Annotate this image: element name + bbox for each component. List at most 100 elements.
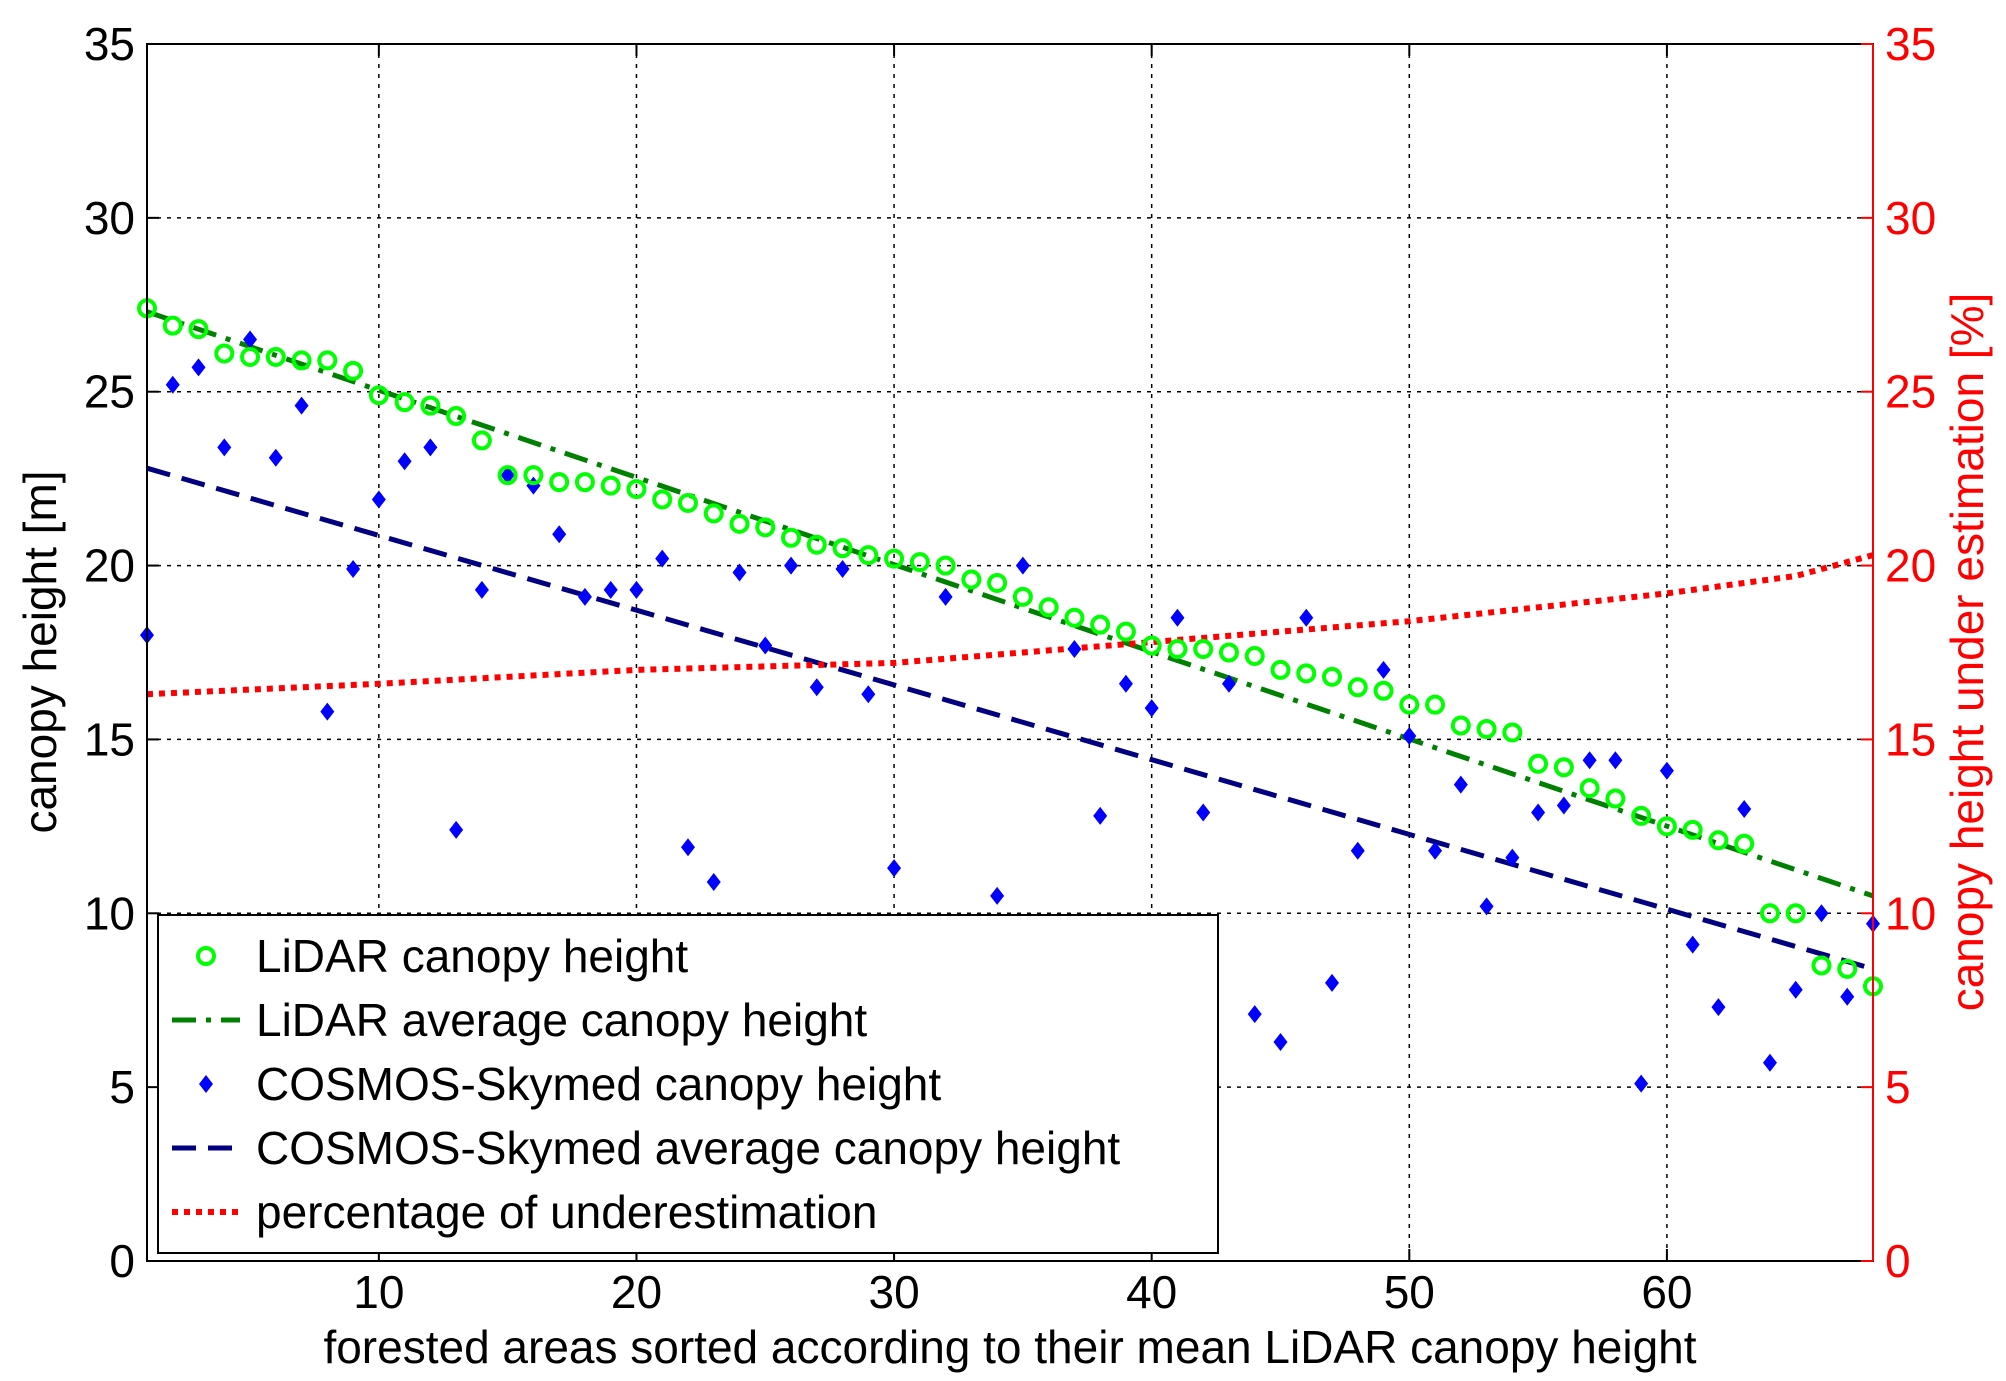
lidar-point: [755, 517, 776, 538]
cosmos-point: [1762, 1053, 1777, 1072]
cosmos-point: [1453, 775, 1468, 794]
lidar-point: [1502, 722, 1523, 743]
lidar-point: [600, 475, 621, 496]
lidar-point: [1579, 778, 1600, 799]
y2-tick-label: 5: [1885, 1061, 1911, 1113]
cosmos-point: [1505, 848, 1520, 867]
y-tick-label: 0: [109, 1235, 135, 1287]
cosmos-point: [371, 490, 386, 509]
lidar-point: [214, 343, 235, 364]
legend-box: [157, 914, 1219, 1254]
cosmos-point: [346, 560, 361, 579]
cosmos-point: [938, 587, 953, 606]
cosmos-point: [577, 587, 592, 606]
cosmos-point: [1685, 935, 1700, 954]
cosmos-point: [1144, 699, 1159, 718]
lidar-point: [729, 513, 750, 534]
y-tick-label: 20: [84, 540, 135, 592]
lidar-point: [446, 406, 467, 427]
cosmos-point: [1170, 608, 1185, 627]
lidar-point: [1759, 903, 1780, 924]
lidar-average-line: [146, 309, 1874, 899]
y-tick-label: 5: [109, 1061, 135, 1113]
legend-label: COSMOS-Skymed canopy height: [256, 1058, 941, 1110]
cosmos-point: [1711, 998, 1726, 1017]
cosmos-point: [1118, 674, 1133, 693]
lidar-point: [626, 479, 647, 500]
lidar-point: [1785, 903, 1806, 924]
cosmos-point: [809, 678, 824, 697]
lidar-point: [549, 472, 570, 493]
cosmos-point: [217, 438, 232, 457]
y2-tick-label: 20: [1885, 540, 1936, 592]
lidar-point: [1811, 955, 1832, 976]
cosmos-point: [1428, 841, 1443, 860]
lidar-point: [832, 538, 853, 559]
plot-series: [137, 298, 1883, 1093]
x-tick-label: 60: [1641, 1266, 1692, 1318]
cosmos-point: [706, 872, 721, 891]
cosmos-point: [1582, 751, 1597, 770]
cosmos-point: [397, 452, 412, 471]
lidar-point: [343, 360, 364, 381]
lidar-point: [1605, 788, 1626, 809]
cosmos-point: [449, 820, 464, 839]
lidar-point: [1090, 614, 1111, 635]
lidar-point: [1476, 718, 1497, 739]
x-tick-label: 40: [1126, 1266, 1177, 1318]
lidar-point: [317, 350, 338, 371]
cosmos-point: [423, 438, 438, 457]
cosmos-point: [320, 702, 335, 721]
x-tick-label: 50: [1384, 1266, 1435, 1318]
lidar-point: [987, 572, 1008, 593]
y2-tick-label: 15: [1885, 713, 1936, 765]
lidar-point: [1115, 621, 1136, 642]
cosmos-point: [861, 685, 876, 704]
cosmos-point: [1737, 799, 1752, 818]
lidar-point: [368, 385, 389, 406]
cosmos-point: [784, 556, 799, 575]
y-tick-label: 35: [84, 18, 135, 70]
cosmos-point: [1067, 640, 1082, 659]
cosmos-point: [1299, 608, 1314, 627]
lidar-point: [1167, 639, 1188, 660]
cosmos-point: [1608, 751, 1623, 770]
y2-tick-label: 25: [1885, 366, 1936, 418]
lidar-point: [394, 392, 415, 413]
lidar-point: [1682, 819, 1703, 840]
legend-label: COSMOS-Skymed average canopy height: [256, 1122, 1120, 1174]
lidar-point: [471, 430, 492, 451]
lidar-point: [1270, 659, 1291, 680]
lidar-point: [1193, 639, 1214, 660]
cosmos-point: [1015, 556, 1030, 575]
lidar-point: [265, 346, 286, 367]
legend-lidar-marker: [196, 946, 216, 966]
cosmos-point: [1093, 806, 1108, 825]
legend-label: LiDAR average canopy height: [256, 994, 867, 1046]
lidar-point: [884, 548, 905, 569]
cosmos-point: [1247, 1005, 1262, 1024]
lidar-point: [420, 395, 441, 416]
cosmos-point: [1788, 980, 1803, 999]
lidar-point: [1064, 607, 1085, 628]
cosmos-point: [243, 330, 258, 349]
lidar-point: [1244, 645, 1265, 666]
lidar-point: [1656, 816, 1677, 837]
cosmos-point: [603, 580, 618, 599]
lidar-point: [1296, 663, 1317, 684]
cosmos-point: [887, 859, 902, 878]
lidar-point: [1631, 805, 1652, 826]
y-tick-label: 25: [84, 366, 135, 418]
lidar-point: [781, 527, 802, 548]
cosmos-point: [1350, 841, 1365, 860]
lidar-point: [935, 555, 956, 576]
lidar-point: [497, 465, 518, 486]
x-tick-label: 20: [611, 1266, 662, 1318]
lidar-point: [1837, 958, 1858, 979]
cosmos-point: [1376, 660, 1391, 679]
cosmos-point: [474, 580, 489, 599]
lidar-point: [1347, 677, 1368, 698]
cosmos-point: [1325, 973, 1340, 992]
lidar-point: [291, 350, 312, 371]
